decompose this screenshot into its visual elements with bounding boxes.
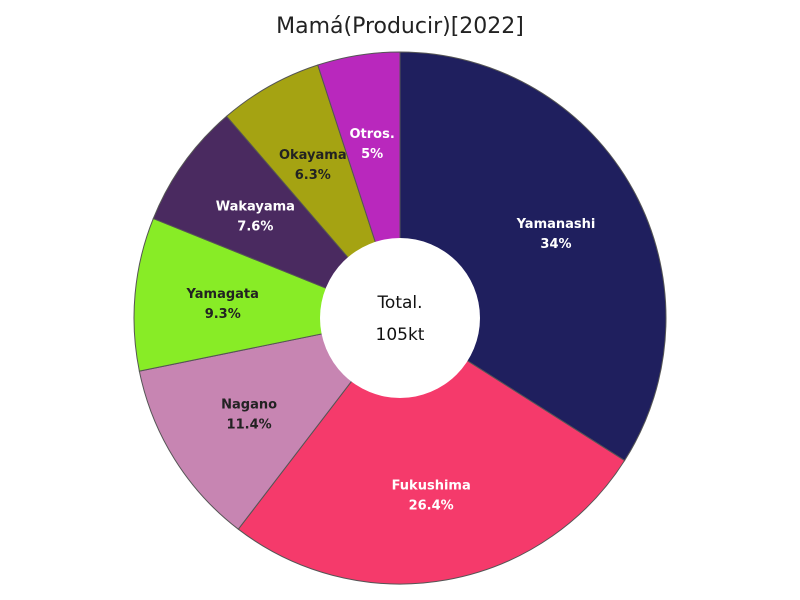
slice-value-fukushima: 26.4% [409,498,454,513]
slice-label-wakayama: Wakayama [216,199,295,214]
slice-value-nagano: 11.4% [227,417,272,432]
center-total-value: 105kt [376,325,425,345]
chart-title: Mamá(Producir)[2022] [276,14,524,39]
donut-hole [320,238,480,398]
pie-slice-nagano [138,317,402,530]
pie-slice-fukushima [237,317,626,585]
slice-label-yamanashi: Yamanashi [516,217,596,232]
pie-slice-yamagata [133,217,402,372]
slice-value-otros: 5% [361,147,383,162]
slice-label-nagano: Nagano [221,397,277,412]
slice-label-otros: Otros. [350,127,395,142]
slice-value-yamanashi: 34% [540,237,571,252]
slice-label-okayama: Okayama [279,148,347,163]
slice-label-fukushima: Fukushima [392,478,471,493]
slice-value-yamagata: 9.3% [205,307,241,322]
center-total-label: Total. [376,293,422,313]
labels-layer: Yamanashi 34% Fukushima 26.4% Nagano 11.4% Yam… [186,127,596,513]
slice-value-wakayama: 7.6% [237,219,273,234]
slice-label-yamagata: Yamagata [186,287,259,302]
slice-value-okayama: 6.3% [295,168,331,183]
